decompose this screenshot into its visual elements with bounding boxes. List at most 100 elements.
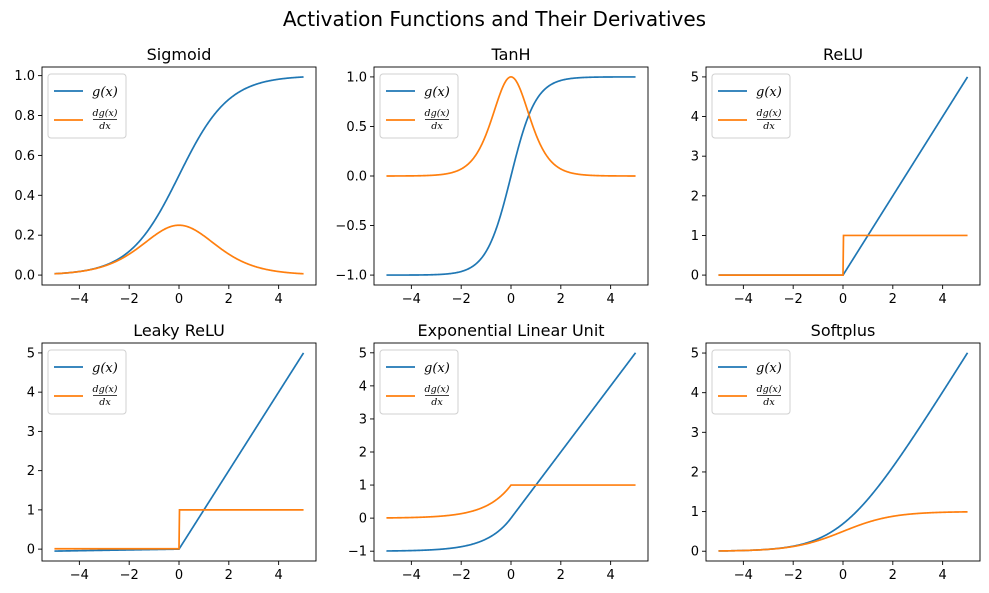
y-tick-label: 0: [691, 269, 699, 284]
x-tick-label: 0: [507, 568, 515, 583]
series-line-dg: [386, 76, 636, 177]
y-tick-label: 2: [27, 464, 35, 479]
x-tick-label: 4: [938, 292, 946, 307]
subplot-softplus: Softplus −4 −2 0 2 4 0 1 2 3 4 5 g(x) dg(x) dx: [691, 321, 981, 583]
y-tick-label: 2: [691, 189, 699, 204]
x-tick-label: 4: [274, 292, 282, 307]
legend-label-dg-denominator: dx: [99, 121, 111, 132]
series-line-g: [386, 352, 637, 552]
y-tick-label: 1: [27, 503, 35, 518]
legend: g(x) dg(x) dx: [379, 73, 459, 139]
x-tick-label: −2: [784, 568, 803, 583]
x-tick-label: −4: [70, 568, 89, 583]
y-tick-label: 5: [691, 70, 699, 85]
subplot-title: Sigmoid: [147, 45, 212, 64]
x-tick-label: 0: [839, 292, 847, 307]
series-line-dg: [386, 484, 636, 519]
y-tick-label: 3: [691, 150, 699, 165]
figure-title: Activation Functions and Their Derivativ…: [283, 7, 706, 31]
subplot-relu: ReLU −4 −2 0 2 4 0 1 2 3 4 5 g(x) dg(x) dx: [691, 45, 981, 307]
subplot-elu: Exponential Linear Unit −4 −2 0 2 4 −1 0 1 2 3 4 5 g(…: [348, 321, 649, 583]
series-line-dg: [54, 509, 304, 550]
y-tick-label: 0.8: [14, 109, 35, 124]
subplot-title: Leaky ReLU: [133, 321, 225, 340]
legend-box: [47, 349, 127, 415]
x-tick-label: −4: [402, 292, 421, 307]
y-tick-label: 1: [359, 479, 367, 494]
x-tick-label: 4: [938, 568, 946, 583]
y-tick-label: 0.0: [346, 170, 367, 185]
y-tick-label: 0.4: [14, 189, 35, 204]
legend-label-dg-numerator: dg(x): [425, 384, 450, 395]
x-tick-label: −4: [734, 292, 753, 307]
legend-box: [711, 73, 791, 139]
x-tick-label: 2: [225, 292, 233, 307]
y-tick-label: −1.0: [335, 269, 367, 284]
legend-label-dg-numerator: dg(x): [425, 108, 450, 119]
x-tick-label: −4: [70, 292, 89, 307]
y-tick-label: 2: [691, 465, 699, 480]
y-tick-label: 2: [359, 446, 367, 461]
y-tick-label: −0.5: [335, 219, 367, 234]
x-tick-label: 0: [507, 292, 515, 307]
y-tick-label: 5: [359, 346, 367, 361]
legend: g(x) dg(x) dx: [711, 349, 791, 415]
y-tick-label: 1: [691, 505, 699, 520]
y-tick-label: 5: [27, 346, 35, 361]
legend-label-g: g(x): [424, 361, 450, 376]
y-tick-label: 4: [27, 386, 35, 401]
y-tick-label: 3: [27, 425, 35, 440]
subplot-leaky_relu: Leaky ReLU −4 −2 0 2 4 0 1 2 3 4 5 g(x) dg(x) dx: [27, 321, 317, 583]
legend-label-dg-denominator: dx: [431, 397, 443, 408]
legend-label-g: g(x): [92, 85, 118, 100]
series-line-dg: [718, 511, 968, 552]
x-tick-label: 0: [175, 568, 183, 583]
x-tick-label: 2: [225, 568, 233, 583]
x-tick-label: 4: [606, 568, 614, 583]
y-tick-label: 0.0: [14, 269, 35, 284]
x-tick-label: 0: [175, 292, 183, 307]
series-line-dg: [54, 224, 304, 275]
x-tick-label: −2: [120, 568, 139, 583]
legend: g(x) dg(x) dx: [47, 349, 127, 415]
x-tick-label: 2: [889, 292, 897, 307]
legend-label-dg-numerator: dg(x): [93, 384, 118, 395]
legend-label-dg-denominator: dx: [763, 397, 775, 408]
y-tick-label: 0.2: [14, 229, 35, 244]
legend-label-dg-denominator: dx: [763, 121, 775, 132]
legend-label-g: g(x): [424, 85, 450, 100]
x-tick-label: −2: [120, 292, 139, 307]
x-tick-label: 2: [557, 568, 565, 583]
legend-label-dg-denominator: dx: [99, 397, 111, 408]
series-line-g: [386, 76, 636, 276]
x-tick-label: −2: [452, 292, 471, 307]
legend-label-g: g(x): [756, 361, 782, 376]
legend: g(x) dg(x) dx: [379, 349, 459, 415]
legend-box: [711, 349, 791, 415]
subplot-grid: Sigmoid −4 −2 0 2 4 0.0 0.2 0.4 0.6 0.8 1.0 g(x) dg(x…: [14, 45, 981, 583]
y-tick-label: 4: [691, 386, 699, 401]
x-tick-label: 2: [557, 292, 565, 307]
y-tick-label: 4: [359, 379, 367, 394]
x-tick-label: 2: [889, 568, 897, 583]
x-tick-label: −4: [402, 568, 421, 583]
y-tick-label: 0: [359, 512, 367, 527]
x-tick-label: 4: [274, 568, 282, 583]
legend: g(x) dg(x) dx: [47, 73, 127, 139]
series-line-dg: [718, 234, 968, 276]
subplot-tanh: TanH −4 −2 0 2 4 −1.0 −0.5 0.0 0.5 1.0 g(x) dg(x) dx: [335, 45, 649, 307]
y-tick-label: 0.6: [14, 149, 35, 164]
legend-label-dg-numerator: dg(x): [757, 108, 782, 119]
legend-label-dg-denominator: dx: [431, 121, 443, 132]
x-tick-label: −2: [452, 568, 471, 583]
y-tick-label: 3: [359, 412, 367, 427]
subplot-title: TanH: [490, 45, 530, 64]
legend-box: [379, 349, 459, 415]
legend-box: [379, 73, 459, 139]
y-tick-label: 5: [691, 347, 699, 362]
subplot-sigmoid: Sigmoid −4 −2 0 2 4 0.0 0.2 0.4 0.6 0.8 1.0 g(x) dg(x…: [14, 45, 317, 307]
y-tick-label: 1.0: [14, 69, 35, 84]
y-tick-label: 1: [691, 229, 699, 244]
y-tick-label: 0: [691, 545, 699, 560]
